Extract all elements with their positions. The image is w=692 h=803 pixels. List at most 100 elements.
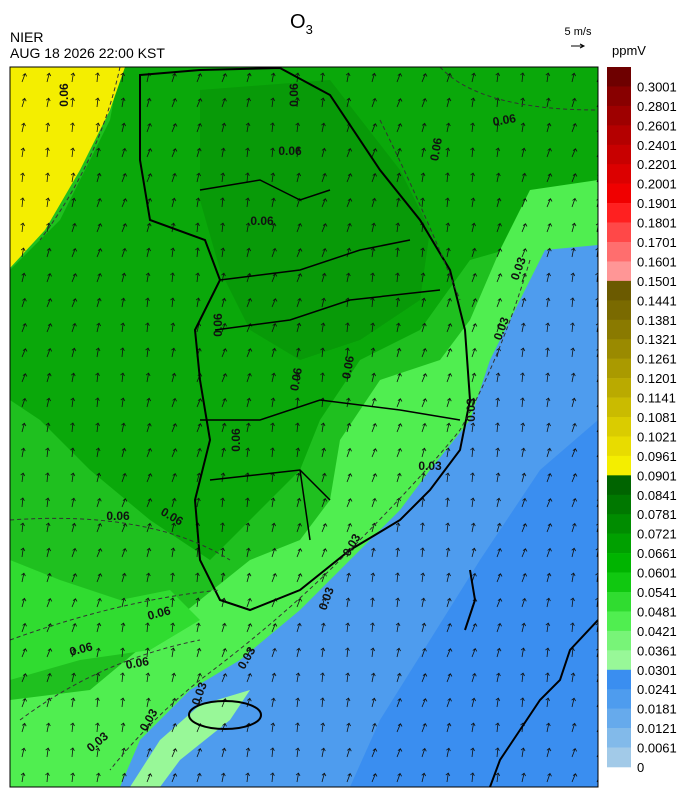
- wind-arrow: [270, 122, 275, 133]
- colorbar-box: [607, 105, 631, 126]
- contour-label: 0.06: [278, 144, 302, 158]
- wind-arrow: [221, 647, 228, 658]
- wind-arrow: [571, 372, 576, 383]
- wind-arrow: [21, 97, 27, 108]
- wind-arrow: [21, 348, 28, 358]
- wind-arrow: [46, 547, 52, 558]
- wind-arrow: [396, 123, 403, 133]
- wind-arrow: [471, 323, 478, 333]
- wind-arrow: [420, 547, 425, 558]
- wind-arrow: [545, 347, 550, 358]
- wind-arrow: [271, 547, 277, 558]
- colorbar-box: [607, 261, 631, 282]
- wind-arrow: [196, 147, 202, 158]
- wind-arrow: [346, 772, 353, 783]
- colorbar-box: [607, 397, 631, 418]
- wind-arrow: [371, 672, 376, 683]
- wind-arrow: [520, 647, 526, 658]
- wind-arrow: [245, 447, 251, 458]
- wind-arrow: [470, 197, 476, 208]
- wind-arrow: [245, 197, 250, 208]
- wind-arrow: [546, 173, 553, 183]
- wind-arrow: [96, 573, 103, 583]
- wind-arrow: [495, 422, 500, 433]
- wind-arrow: [495, 722, 500, 733]
- wind-arrow: [421, 73, 428, 83]
- wind-arrow: [296, 647, 301, 658]
- wind-arrow: [321, 272, 327, 283]
- wind-arrow: [296, 522, 302, 533]
- wind-arrow: [221, 722, 227, 733]
- wind-arrow: [421, 647, 427, 658]
- jeju: [188, 700, 262, 730]
- wind-arrow: [245, 522, 251, 533]
- wind-arrow: [95, 722, 100, 733]
- colorbar-unit: ppmV: [612, 43, 646, 58]
- wind-arrow: [396, 497, 401, 508]
- wind-arrow: [371, 697, 377, 708]
- wind-arrow: [471, 272, 478, 283]
- wind-arrow: [396, 447, 403, 458]
- wind-arrow: [46, 397, 51, 408]
- wind-arrow: [96, 248, 103, 258]
- wind-arrow: [121, 447, 127, 458]
- wind-arrow: [246, 697, 252, 708]
- wind-arrow: [470, 122, 475, 133]
- wind-arrow: [345, 647, 350, 658]
- wind-arrow: [521, 622, 527, 633]
- wind-arrow: [545, 397, 551, 408]
- wind-arrow: [296, 273, 303, 283]
- colorbar-label: 0.0121: [637, 721, 677, 736]
- wind-arrow: [345, 622, 350, 633]
- wind-arrow: [221, 673, 228, 683]
- wind-arrow: [421, 97, 428, 108]
- wind-arrow: [321, 548, 328, 558]
- wind-arrow: [145, 622, 150, 633]
- wind-arrow: [71, 598, 78, 608]
- wind-arrow: [420, 272, 426, 283]
- wind-arrow: [221, 397, 228, 408]
- wind-arrow: [121, 198, 128, 208]
- colorbar-label: 0.1601: [637, 254, 677, 269]
- wind-arrow: [295, 422, 300, 433]
- wind-arrow: [346, 222, 352, 233]
- colorbar-label: 0.1021: [637, 429, 677, 444]
- wind-arrow: [320, 722, 326, 733]
- wind-arrow: [121, 422, 126, 433]
- wind-arrow: [46, 597, 53, 608]
- wind-arrow: [121, 597, 126, 608]
- wind-arrow: [171, 197, 177, 208]
- wind-arrow: [370, 597, 375, 608]
- wind-arrow: [145, 322, 150, 333]
- wind-arrow: [546, 747, 552, 758]
- colorbar-box: [607, 553, 631, 573]
- colorbar-box: [607, 514, 631, 534]
- wind-arrow: [270, 772, 275, 783]
- wind-arrow: [345, 72, 351, 83]
- wind-arrow: [171, 773, 178, 783]
- wind-arrow: [396, 347, 402, 358]
- wind-arrow: [346, 522, 353, 533]
- wind-arrow: [96, 472, 102, 483]
- wind-arrow: [371, 422, 378, 433]
- wind-arrow: [546, 198, 553, 208]
- wind-arrow: [46, 222, 51, 233]
- wind-arrow: [421, 447, 427, 458]
- wind-arrow: [446, 747, 451, 758]
- wind-arrow: [45, 147, 50, 158]
- colorbar-box: [607, 358, 631, 379]
- wind-arrow: [445, 172, 450, 183]
- wind-arrow: [521, 272, 527, 283]
- wind-arrow: [296, 472, 301, 483]
- wind-arrow: [521, 447, 526, 458]
- wind-arrow: [96, 622, 102, 633]
- wind-arrow: [171, 72, 177, 83]
- wind-arrow: [121, 572, 127, 583]
- wind-arrow: [146, 222, 152, 233]
- wind-arrow: [371, 148, 378, 158]
- wind-arrow: [96, 172, 102, 183]
- wind-arrow: [20, 472, 26, 483]
- wind-arrow: [146, 397, 152, 408]
- wind-arrow: [546, 772, 552, 783]
